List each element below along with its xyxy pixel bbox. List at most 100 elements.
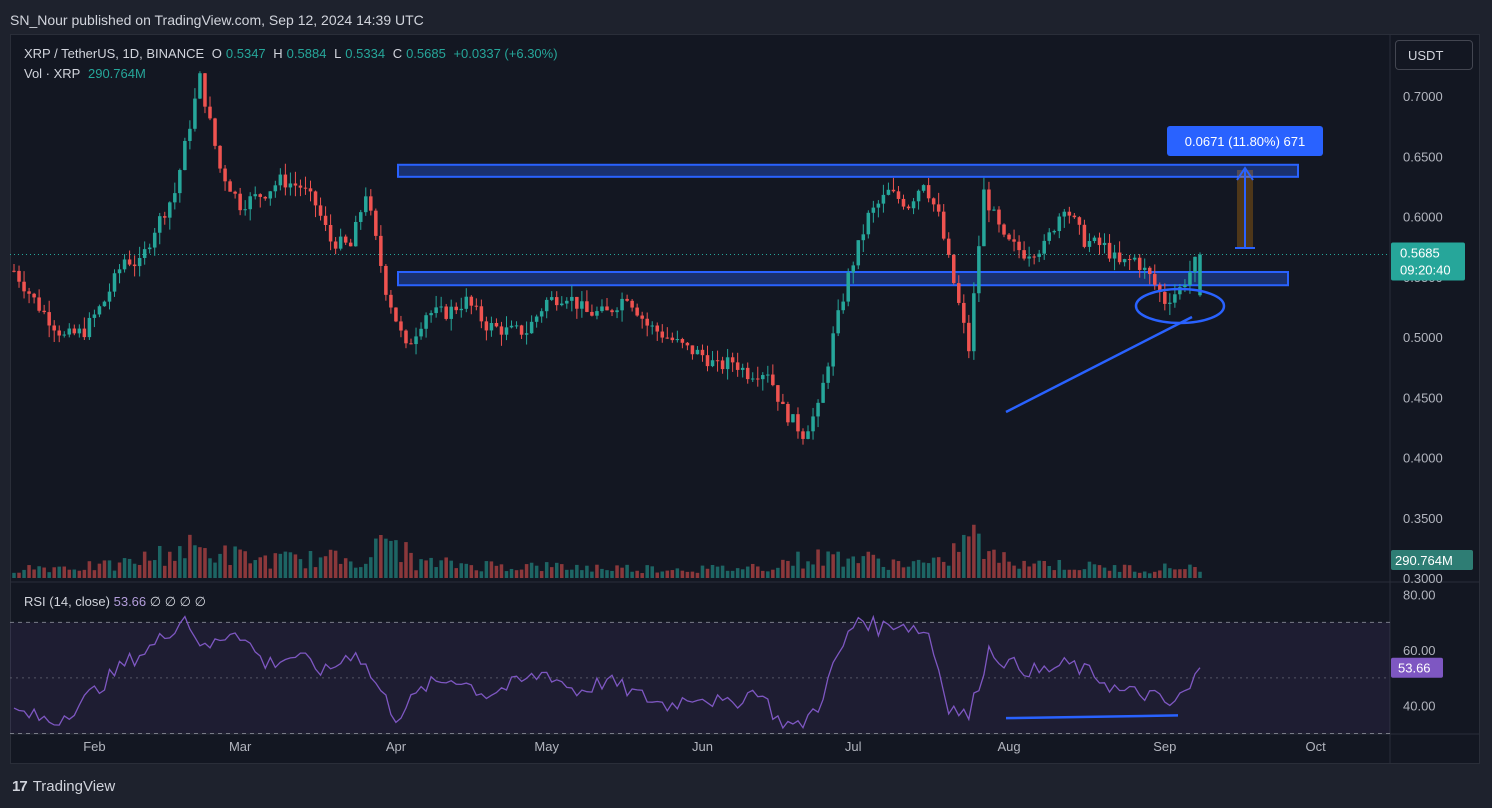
drawings: 0.0671 (11.80%) 671 xyxy=(1005,126,1323,414)
volume-bar xyxy=(62,566,67,578)
candle-body xyxy=(1127,259,1132,261)
candle-body xyxy=(353,221,358,247)
candle-body xyxy=(163,216,167,218)
volume-bar xyxy=(313,567,318,578)
candle-body xyxy=(826,366,830,383)
volume-bar xyxy=(348,561,353,578)
candle-body xyxy=(474,305,479,307)
volume-bar xyxy=(509,568,514,578)
candle-body xyxy=(338,236,343,249)
candle-body xyxy=(1002,224,1006,235)
candle-body xyxy=(364,196,368,213)
volume-bar xyxy=(434,567,438,578)
volume-bar xyxy=(268,568,273,578)
volume-bar xyxy=(1168,568,1172,578)
candle-body xyxy=(243,209,247,211)
volume-bar xyxy=(484,561,489,578)
legend-vol-label: Vol · XRP xyxy=(24,66,81,81)
rsi-divergence-line xyxy=(1005,714,1179,720)
volume-bar xyxy=(77,570,82,578)
currency-button[interactable]: USDT xyxy=(1395,40,1473,70)
volume-bar xyxy=(570,569,574,578)
candle-body xyxy=(1027,256,1031,259)
candle-body xyxy=(936,204,941,212)
legend-vol: 290.764M xyxy=(87,66,146,81)
volume-bar xyxy=(1147,573,1152,578)
candle-body xyxy=(650,325,654,327)
candle-body xyxy=(695,349,700,355)
candle-body xyxy=(32,293,36,298)
time-tick-label: Jun xyxy=(692,739,713,754)
candle-body xyxy=(369,196,373,211)
candle-body xyxy=(318,205,323,216)
candle-body xyxy=(941,211,946,239)
candle-body xyxy=(399,321,403,331)
volume-bar xyxy=(1112,565,1117,578)
candle-body xyxy=(635,307,639,316)
candle-body xyxy=(750,378,755,380)
volume-bar xyxy=(163,565,167,578)
volume-bar xyxy=(836,551,840,578)
countdown-label: 09:20:40 xyxy=(1400,263,1451,278)
volume-bar xyxy=(379,535,383,578)
candle-body xyxy=(1052,231,1057,233)
candle-body xyxy=(580,301,584,309)
volume-bar xyxy=(886,569,891,578)
candle-body xyxy=(670,337,675,341)
candle-body xyxy=(1107,242,1112,259)
volume-bar xyxy=(474,570,479,578)
candle-body xyxy=(37,297,41,311)
volume-bar xyxy=(414,570,418,578)
candle-body xyxy=(394,307,398,322)
candle-body xyxy=(233,191,237,194)
volume-bar xyxy=(22,569,26,578)
volume-bar xyxy=(580,570,584,578)
candle-body xyxy=(715,360,720,362)
volume-bar xyxy=(479,571,484,578)
candle-body xyxy=(499,326,504,335)
candle-body xyxy=(861,234,866,241)
candle-body xyxy=(208,106,212,119)
measure-label-box xyxy=(1167,126,1323,156)
volume-bar xyxy=(1027,566,1031,578)
candle-body xyxy=(901,198,906,207)
candle-body xyxy=(836,310,840,334)
volume-bar xyxy=(866,551,871,578)
volume-bar xyxy=(926,563,931,578)
price-tick-label: 0.3500 xyxy=(1403,511,1443,526)
volume-bar xyxy=(665,570,670,578)
volume-bar xyxy=(565,569,569,578)
volume-bar xyxy=(730,570,735,578)
volume-bar xyxy=(333,550,338,578)
candle-body xyxy=(147,247,152,250)
candle-body xyxy=(293,183,298,186)
volume-bar xyxy=(117,562,122,578)
candle-body xyxy=(534,316,539,322)
volume-bar xyxy=(645,565,649,578)
volume-bar xyxy=(735,568,740,578)
volume-bar xyxy=(394,540,398,578)
price-tick-label: 0.7000 xyxy=(1403,89,1443,104)
volume-bar xyxy=(590,571,594,578)
candle-body xyxy=(1122,259,1127,263)
legend-close: 0.5685 xyxy=(406,46,446,61)
candle-body xyxy=(489,322,494,331)
candle-body xyxy=(67,328,72,335)
volume-bar xyxy=(364,563,368,578)
candle-body xyxy=(72,328,77,334)
candle-body xyxy=(710,360,715,367)
candle-body xyxy=(303,187,308,189)
candle-body xyxy=(92,314,97,318)
measure-arrow-icon xyxy=(1236,166,1254,181)
footer[interactable]: 17 TradingView xyxy=(12,776,115,798)
candle-body xyxy=(1142,267,1147,270)
volume-bar xyxy=(560,564,564,578)
candle-body xyxy=(62,334,67,336)
volume-bar xyxy=(152,560,157,578)
candle-body xyxy=(198,73,202,99)
sr-zone xyxy=(397,270,1289,287)
chart-svg[interactable]: 0.0671 (11.80%) 671 0.7000 0.6500 0.6000 0.… xyxy=(10,34,1480,764)
volume-bar xyxy=(1042,560,1046,578)
candle-body xyxy=(796,414,800,432)
candle-body xyxy=(1193,256,1197,273)
